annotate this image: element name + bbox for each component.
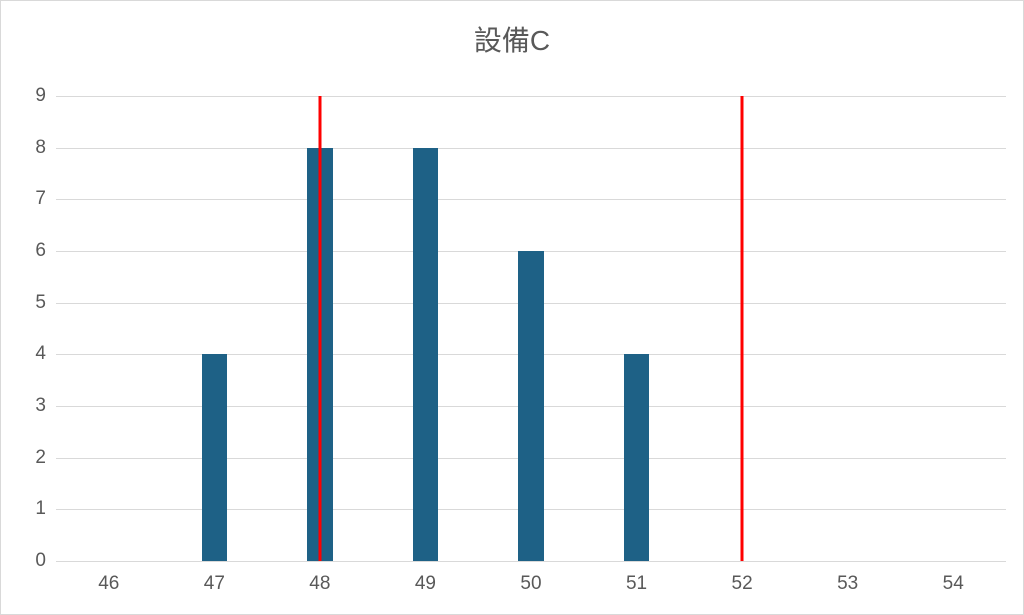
- x-tick-label: 49: [415, 561, 436, 595]
- y-tick-label: 0: [35, 550, 56, 572]
- reference-line: [741, 96, 744, 561]
- gridline: [56, 96, 1006, 97]
- plot-area: 0123456789464748495051525354: [56, 96, 1006, 561]
- reference-line: [318, 96, 321, 561]
- chart-container: 設備C 0123456789464748495051525354: [0, 0, 1024, 615]
- y-tick-label: 6: [35, 240, 56, 262]
- x-tick-label: 52: [732, 561, 753, 595]
- x-tick-label: 48: [309, 561, 330, 595]
- y-tick-label: 8: [35, 137, 56, 159]
- y-tick-label: 3: [35, 395, 56, 417]
- y-tick-label: 2: [35, 447, 56, 469]
- bar: [624, 354, 649, 561]
- gridline: [56, 148, 1006, 149]
- bar: [413, 148, 438, 561]
- y-tick-label: 7: [35, 188, 56, 210]
- y-tick-label: 5: [35, 292, 56, 314]
- x-tick-label: 53: [837, 561, 858, 595]
- y-tick-label: 4: [35, 343, 56, 365]
- bar: [202, 354, 227, 561]
- x-tick-label: 46: [98, 561, 119, 595]
- chart-title: 設備C: [1, 19, 1023, 59]
- x-tick-label: 54: [943, 561, 964, 595]
- x-tick-label: 51: [626, 561, 647, 595]
- gridline: [56, 199, 1006, 200]
- bar: [518, 251, 543, 561]
- y-tick-label: 9: [35, 85, 56, 107]
- x-tick-label: 50: [520, 561, 541, 595]
- y-tick-label: 1: [35, 498, 56, 520]
- x-tick-label: 47: [204, 561, 225, 595]
